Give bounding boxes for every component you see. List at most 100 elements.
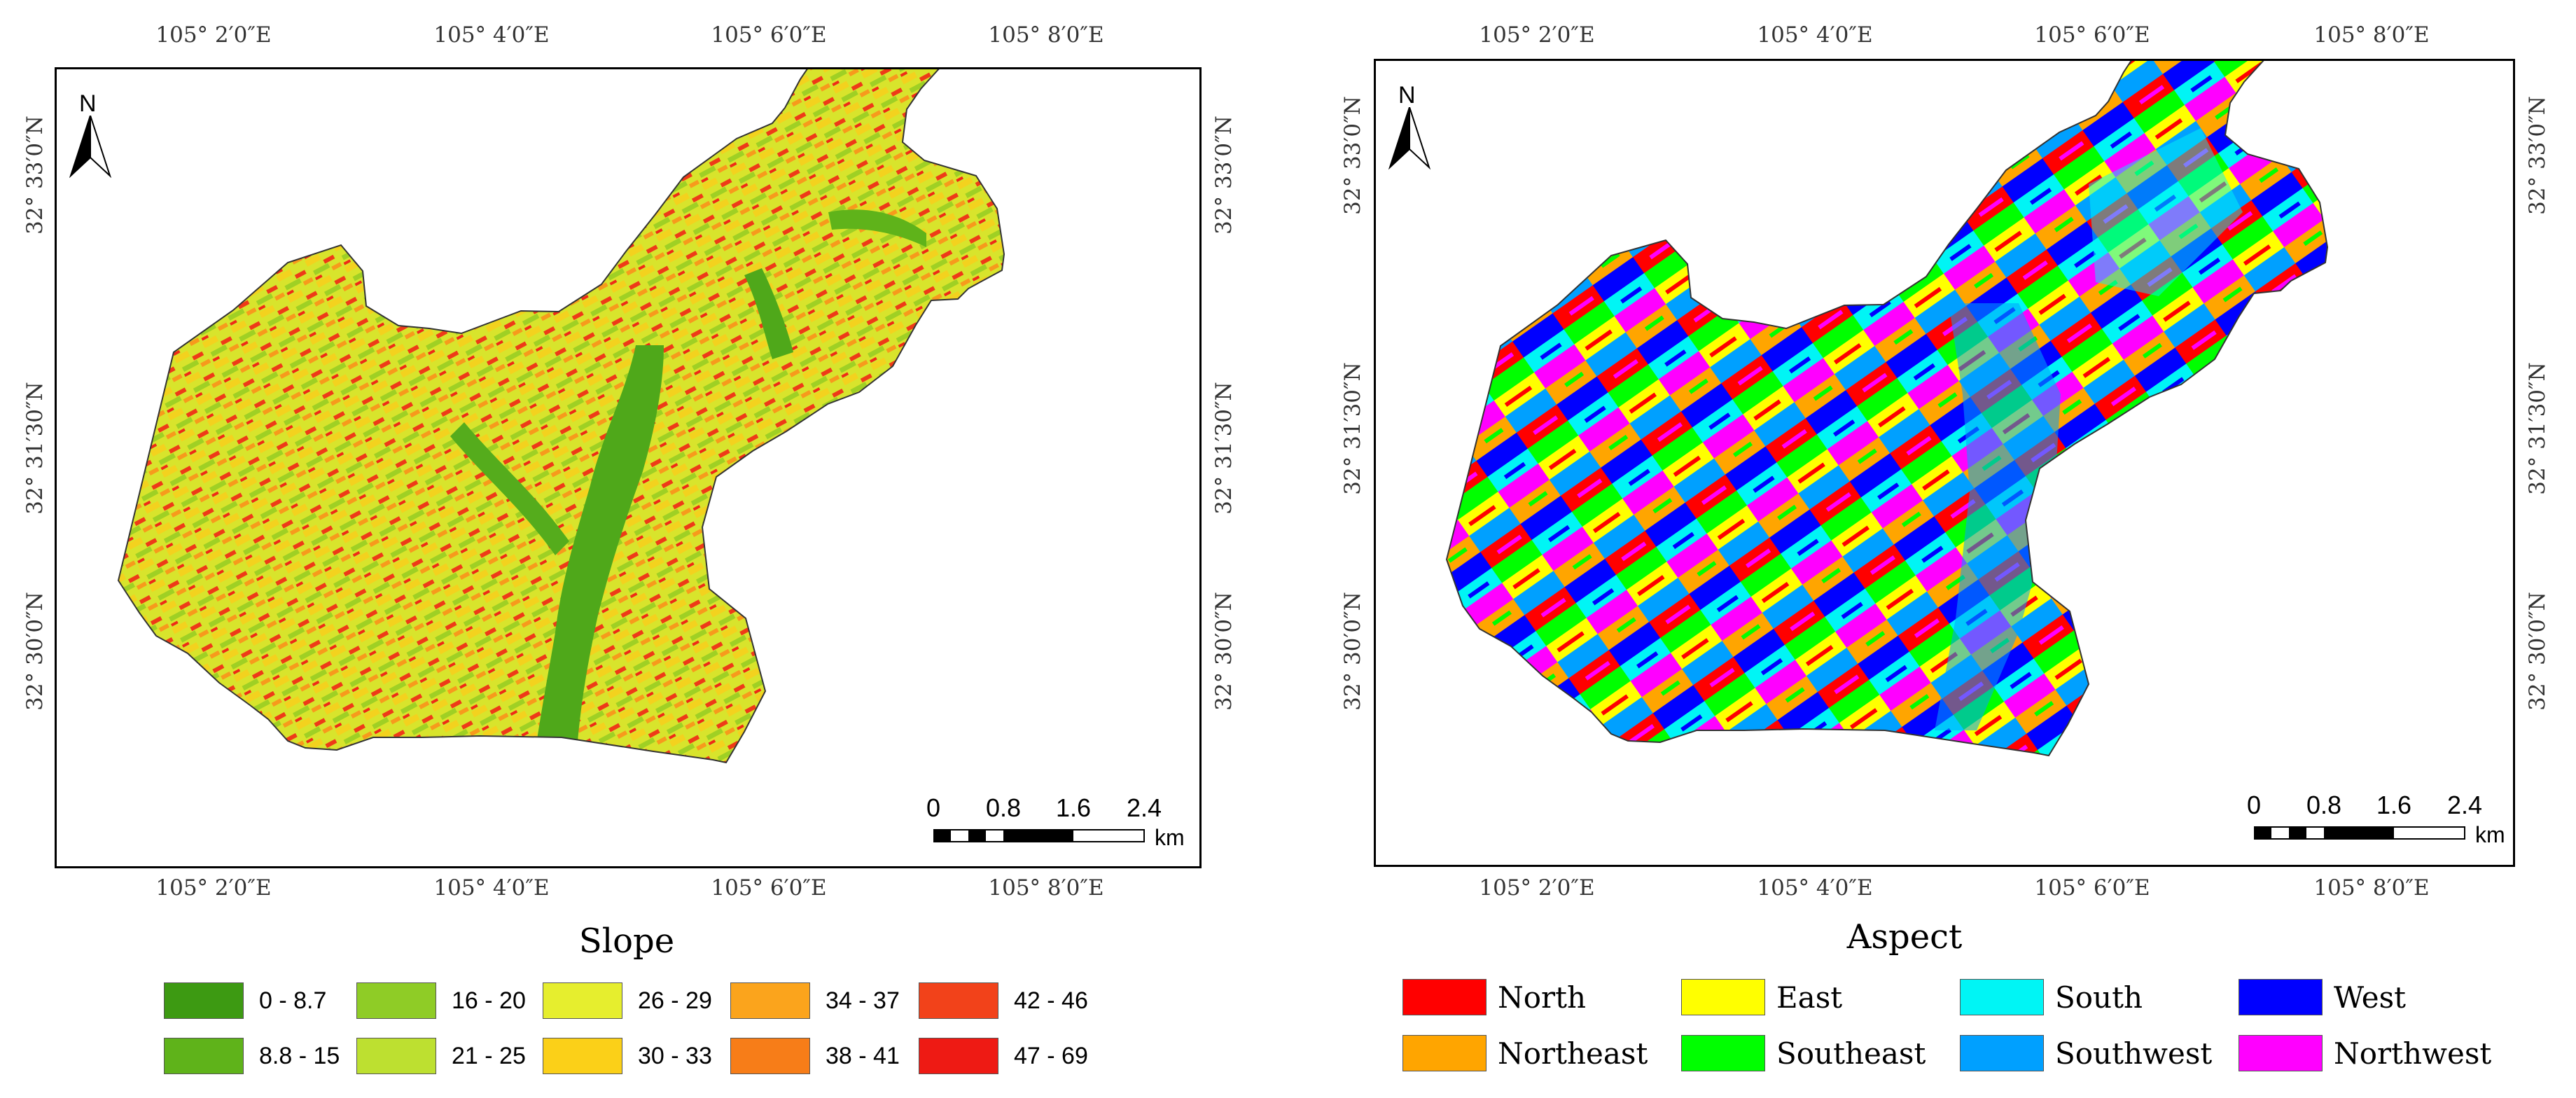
lon-label-bottom: 105° 6′0″E: [2034, 875, 2150, 901]
legend-label: 34 - 37: [826, 987, 900, 1014]
scale-label: 0: [2246, 791, 2262, 819]
lon-label-bottom: 105° 4′0″E: [1757, 875, 1873, 901]
legend-swatch: [1402, 1035, 1487, 1071]
legend-label: 47 - 69: [1014, 1042, 1088, 1069]
aspect-map-panel: 105° 2′0″E 105° 4′0″E 105° 6′0″E 105° 8′…: [1316, 0, 2576, 1098]
lon-label-top: 105° 2′0″E: [155, 22, 272, 48]
legend-label: Northwest: [2334, 1036, 2492, 1071]
aspect-map-frame: N 0 0.8 1.6 2.4 km: [1374, 59, 2515, 867]
lon-label-bottom: 105° 6′0″E: [711, 875, 827, 901]
lat-label-right: 32° 30′0″N: [1211, 592, 1237, 711]
legend-label: 42 - 46: [1014, 987, 1088, 1014]
legend-label: 0 - 8.7: [259, 987, 327, 1014]
scale-unit: km: [2475, 822, 2505, 847]
legend-swatch: [543, 982, 622, 1019]
legend-item: 16 - 20: [356, 982, 526, 1019]
scale-label: 0: [926, 793, 941, 822]
legend-swatch: [1681, 1035, 1765, 1071]
lon-label-top: 105° 8′0″E: [988, 22, 1104, 48]
lat-label-left: 32° 33′0″N: [22, 116, 48, 235]
legend-swatch: [356, 1038, 436, 1074]
legend-swatch: [1402, 979, 1487, 1015]
legend-swatch: [730, 982, 810, 1019]
scale-label: 1.6: [2376, 791, 2412, 819]
legend-swatch: [2239, 979, 2323, 1015]
legend-swatch: [164, 1038, 244, 1074]
legend-label: 16 - 20: [452, 987, 526, 1014]
legend-swatch: [2239, 1035, 2323, 1071]
aspect-map: [1445, 61, 2329, 757]
scale-label: 0.8: [2306, 791, 2342, 819]
lat-label-left: 32° 30′0″N: [22, 592, 48, 711]
legend-swatch: [356, 982, 436, 1019]
legend-label: 21 - 25: [452, 1042, 526, 1069]
lat-label-right: 32° 30′0″N: [2525, 592, 2550, 711]
lat-label-left: 32° 30′0″N: [1340, 592, 1365, 711]
legend-title: Aspect: [1846, 917, 1963, 957]
slope-map-frame: N 0 0.8 1.6 2.4 km: [55, 67, 1202, 868]
scale-bar: [933, 829, 1145, 842]
scale-label: 0.8: [985, 793, 1022, 822]
legend-label: West: [2334, 980, 2407, 1015]
legend-item: West: [2239, 979, 2406, 1015]
lon-label-bottom: 105° 8′0″E: [2313, 875, 2430, 901]
legend-label: 26 - 29: [638, 987, 712, 1014]
legend-swatch: [1960, 1035, 2044, 1071]
lat-label-right: 32° 31′30″N: [2525, 362, 2550, 495]
legend-item: Southeast: [1681, 1035, 1926, 1071]
lon-label-bottom: 105° 4′0″E: [433, 875, 550, 901]
legend-swatch: [919, 982, 998, 1019]
legend-item: 42 - 46: [919, 982, 1088, 1019]
legend-item: Southwest: [1960, 1035, 2212, 1071]
lon-label-bottom: 105° 2′0″E: [1479, 875, 1595, 901]
lat-label-left: 32° 31′30″N: [1340, 362, 1365, 495]
lat-label-left: 32° 33′0″N: [1340, 96, 1365, 215]
lon-label-top: 105° 6′0″E: [711, 22, 827, 48]
legend-item: 38 - 41: [730, 1038, 900, 1074]
legend-label: East: [1776, 980, 1843, 1015]
lat-label-right: 32° 31′30″N: [1211, 382, 1237, 515]
north-arrow-label: N: [1398, 82, 1416, 109]
legend-item: Northwest: [2239, 1035, 2491, 1071]
legend-item: North: [1402, 979, 1586, 1015]
lon-label-top: 105° 4′0″E: [433, 22, 550, 48]
north-arrow: N: [69, 90, 111, 179]
north-arrow-icon: [69, 116, 111, 179]
legend-label: 8.8 - 15: [259, 1042, 340, 1069]
legend-swatch: [1960, 979, 2044, 1015]
north-arrow: N: [1388, 82, 1430, 170]
slope-map-panel: 105° 2′0″E 105° 4′0″E 105° 6′0″E 105° 8′…: [0, 0, 1260, 1098]
legend-swatch: [543, 1038, 622, 1074]
lon-label-top: 105° 2′0″E: [1479, 22, 1595, 48]
legend-swatch: [164, 982, 244, 1019]
legend-label: Southwest: [2055, 1036, 2213, 1071]
slope-map: [117, 69, 1005, 764]
legend-label: South: [2055, 980, 2143, 1015]
legend-swatch: [1681, 979, 1765, 1015]
legend-item: 47 - 69: [919, 1038, 1088, 1074]
legend-item: South: [1960, 979, 2143, 1015]
lon-label-bottom: 105° 2′0″E: [155, 875, 272, 901]
legend-item: 8.8 - 15: [164, 1038, 340, 1074]
scale-unit: km: [1155, 825, 1185, 850]
lat-label-left: 32° 31′30″N: [22, 382, 48, 515]
legend-label: 38 - 41: [826, 1042, 900, 1069]
lat-label-right: 32° 33′0″N: [2525, 96, 2550, 215]
lon-label-top: 105° 8′0″E: [2313, 22, 2430, 48]
lon-label-top: 105° 6′0″E: [2034, 22, 2150, 48]
lon-label-top: 105° 4′0″E: [1757, 22, 1873, 48]
lon-label-bottom: 105° 8′0″E: [988, 875, 1104, 901]
north-arrow-label: N: [79, 90, 97, 117]
legend-label: Southeast: [1776, 1036, 1926, 1071]
legend-label: 30 - 33: [638, 1042, 712, 1069]
scale-label: 1.6: [1055, 793, 1092, 822]
legend-swatch: [919, 1038, 998, 1074]
legend-item: 0 - 8.7: [164, 982, 326, 1019]
legend-swatch: [730, 1038, 810, 1074]
scale-bar: [2254, 826, 2465, 840]
legend-item: 30 - 33: [543, 1038, 712, 1074]
legend-item: 21 - 25: [356, 1038, 526, 1074]
legend-item: 34 - 37: [730, 982, 900, 1019]
scale-label: 2.4: [2446, 791, 2483, 819]
legend-label: Northeast: [1498, 1036, 1648, 1071]
